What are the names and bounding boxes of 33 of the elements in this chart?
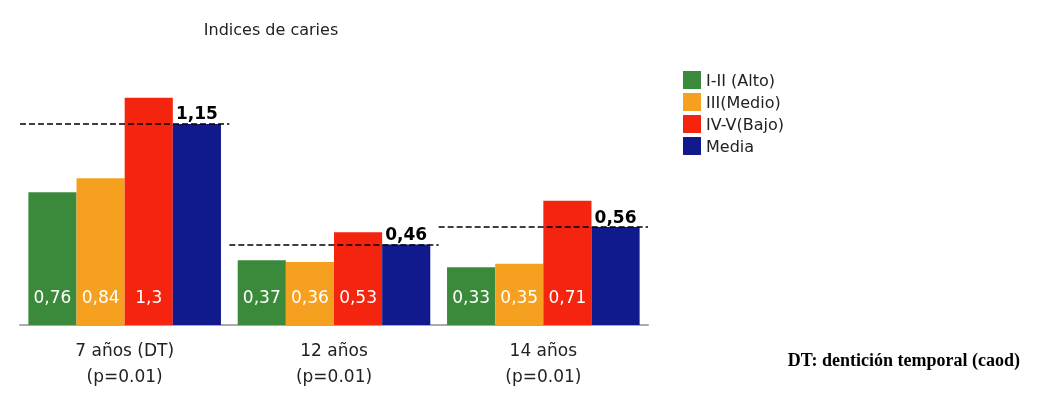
legend-label: Media: [706, 136, 755, 156]
chart-title: Indices de caries: [203, 19, 339, 39]
text: DT: dentición temporal (caod): [787, 350, 1021, 371]
data-label: 0,53: [339, 286, 377, 307]
bar: [28, 192, 77, 325]
bar: [124, 97, 173, 325]
bar: [285, 262, 334, 325]
bar: [591, 227, 640, 325]
bar: [447, 267, 496, 325]
legend-label: IV-V(Bajo): [706, 114, 785, 134]
data-label: 0,37: [242, 286, 281, 307]
data-label: 1,15: [175, 103, 218, 124]
legend-label: III(Medio): [706, 92, 781, 112]
legend-label: I-II (Alto): [706, 70, 775, 90]
data-label: 0,71: [548, 286, 587, 307]
bar: [237, 260, 286, 325]
bar: [172, 123, 221, 325]
data-label: 0,84: [81, 286, 120, 307]
x-tick-label: 12 años (p=0.01): [295, 340, 373, 386]
x-tick-label: 7 años (DT) (p=0.01): [75, 340, 175, 386]
data-label: 0,33: [452, 286, 491, 307]
data-label: 0,76: [33, 286, 72, 307]
bar: [495, 263, 544, 325]
data-label: 0,36: [291, 286, 329, 307]
data-label: 1,3: [135, 286, 163, 307]
bar: [543, 200, 592, 325]
data-label: 0,56: [594, 206, 637, 227]
x-tick-label: 14 años (p=0.01): [505, 340, 582, 386]
bar: [382, 244, 431, 325]
bar: [76, 178, 125, 325]
data-label: 0,46: [385, 224, 428, 245]
data-label: 0,35: [500, 286, 539, 307]
bar: [334, 232, 383, 325]
